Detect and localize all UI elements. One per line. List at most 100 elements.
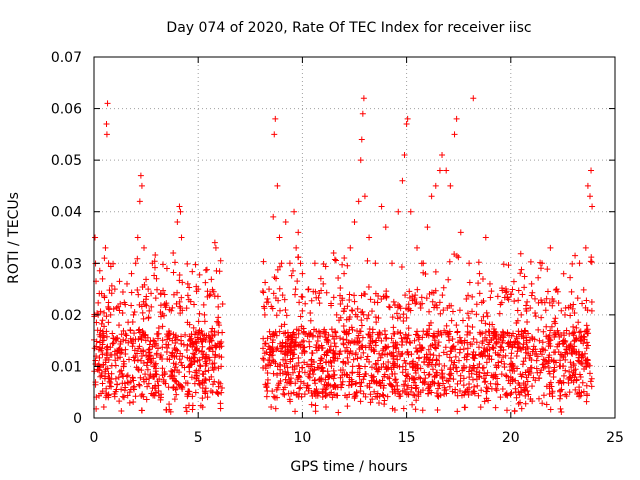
data-point — [429, 366, 436, 373]
data-point — [301, 369, 308, 376]
data-point — [168, 307, 175, 314]
data-point — [183, 305, 190, 312]
data-point — [331, 340, 338, 347]
data-point — [293, 391, 300, 398]
data-point — [301, 347, 308, 354]
data-point — [339, 261, 346, 268]
data-point — [412, 331, 419, 338]
data-point — [439, 371, 446, 378]
data-point — [209, 325, 216, 332]
data-point — [400, 381, 407, 388]
data-point — [470, 95, 477, 102]
data-point — [488, 385, 495, 392]
data-point — [117, 338, 124, 345]
data-point — [432, 268, 439, 275]
data-point — [195, 318, 202, 325]
data-point — [420, 378, 427, 385]
data-point — [284, 379, 291, 386]
data-point — [367, 399, 374, 406]
data-point — [566, 368, 573, 375]
data-point — [343, 394, 350, 401]
data-point — [307, 363, 314, 370]
data-point — [540, 392, 547, 399]
data-point — [178, 294, 185, 301]
data-point — [280, 386, 287, 393]
data-point — [100, 361, 107, 368]
data-point — [336, 350, 343, 357]
data-point — [524, 298, 531, 305]
data-point — [436, 361, 443, 368]
data-point — [411, 337, 418, 344]
data-point — [492, 371, 499, 378]
data-point — [503, 288, 510, 295]
data-point — [412, 367, 419, 374]
data-point — [537, 259, 544, 266]
data-point — [122, 384, 129, 391]
data-point — [140, 331, 147, 338]
data-point — [107, 379, 114, 386]
data-point — [151, 361, 158, 368]
data-point — [471, 355, 478, 362]
data-point — [386, 304, 393, 311]
data-point — [274, 372, 281, 379]
data-point — [529, 383, 536, 390]
data-point — [311, 260, 318, 267]
data-point — [148, 303, 155, 310]
data-point — [568, 288, 575, 295]
data-point — [123, 332, 130, 339]
data-point — [511, 408, 518, 415]
data-point — [436, 299, 443, 306]
data-point — [183, 347, 190, 354]
data-point — [138, 182, 145, 189]
data-point — [205, 367, 212, 374]
data-point — [143, 276, 150, 283]
data-point — [359, 334, 366, 341]
data-point — [105, 303, 112, 310]
data-point — [196, 381, 203, 388]
data-point — [464, 323, 471, 330]
data-point — [313, 342, 320, 349]
data-point — [298, 393, 305, 400]
data-point — [260, 303, 267, 310]
data-point — [531, 295, 538, 302]
data-point — [320, 328, 327, 335]
data-point — [406, 361, 413, 368]
data-point — [323, 359, 330, 366]
data-point — [178, 384, 185, 391]
data-point — [178, 333, 185, 340]
data-point — [134, 286, 141, 293]
data-point — [566, 374, 573, 381]
data-point — [348, 324, 355, 331]
data-point — [413, 361, 420, 368]
data-point — [264, 295, 271, 302]
data-point — [260, 289, 267, 296]
data-point — [197, 363, 204, 370]
data-point — [295, 330, 302, 337]
data-point — [351, 390, 358, 397]
data-point — [425, 384, 432, 391]
data-point — [366, 332, 373, 339]
data-point — [108, 383, 115, 390]
data-point — [217, 257, 224, 264]
data-point — [517, 399, 524, 406]
data-point — [549, 388, 556, 395]
data-point — [360, 349, 367, 356]
data-point — [101, 255, 108, 262]
data-point — [510, 278, 517, 285]
data-point — [170, 269, 177, 276]
data-point — [281, 363, 288, 370]
data-point — [408, 351, 415, 358]
data-point — [572, 386, 579, 393]
data-point — [341, 255, 348, 262]
data-point — [436, 382, 443, 389]
data-point — [579, 379, 586, 386]
data-point — [136, 198, 143, 205]
data-point — [429, 342, 436, 349]
data-point — [576, 351, 583, 358]
data-point — [517, 250, 524, 257]
data-point — [403, 121, 410, 128]
data-point — [457, 372, 464, 379]
data-point — [421, 358, 428, 365]
data-point — [407, 339, 414, 346]
